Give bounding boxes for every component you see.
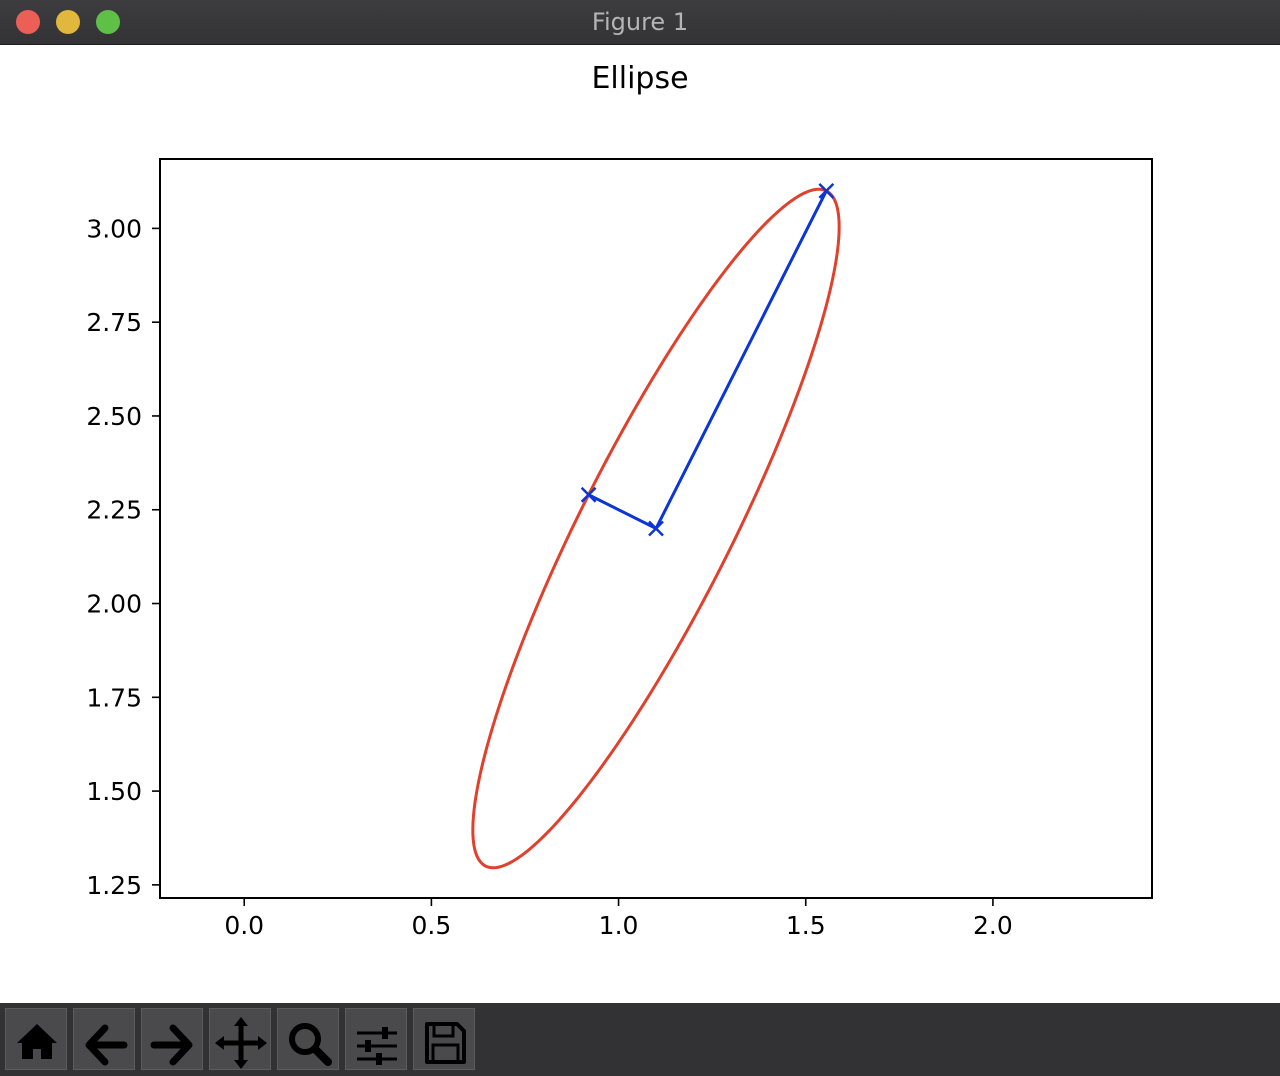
save-button[interactable] xyxy=(413,1008,475,1070)
y-tick-label: 1.50 xyxy=(86,777,142,806)
x-tick-label: 0.5 xyxy=(412,911,452,940)
x-tick-label: 1.5 xyxy=(786,911,826,940)
chart-title: Ellipse xyxy=(591,61,688,96)
data-point-marker xyxy=(648,520,664,537)
sliders-icon xyxy=(357,1027,397,1065)
magnifier-icon xyxy=(289,1023,332,1066)
chart: Ellipse 0.0 0.5 1.0 1.5 2.0 1.25 1.50 1.75 2.00 2… xyxy=(86,61,1153,940)
ellipse-curve xyxy=(471,187,841,870)
window-titlebar: Figure 1 xyxy=(0,0,1280,45)
window-title: Figure 1 xyxy=(591,8,689,36)
zoom-button[interactable] xyxy=(277,1008,339,1070)
y-tick-label: 2.50 xyxy=(86,402,142,431)
y-tick-label: 3.00 xyxy=(86,214,142,243)
back-button[interactable] xyxy=(73,1008,135,1070)
arrow-right-icon xyxy=(150,1024,193,1066)
arrow-left-icon xyxy=(85,1024,128,1066)
home-button[interactable] xyxy=(5,1008,67,1070)
y-tick-label: 1.75 xyxy=(86,683,142,712)
move-icon xyxy=(215,1017,267,1069)
zoom-window-button[interactable] xyxy=(96,10,120,34)
figure-canvas: Ellipse 0.0 0.5 1.0 1.5 2.0 1.25 1.50 1.75 2.00 2… xyxy=(0,45,1280,1003)
navigation-toolbar xyxy=(0,1003,1280,1076)
configure-subplots-button[interactable] xyxy=(345,1008,407,1070)
home-icon xyxy=(17,1024,57,1059)
floppy-disk-icon xyxy=(425,1022,466,1064)
minimize-window-button[interactable] xyxy=(56,10,80,34)
x-tick-label: 2.0 xyxy=(973,911,1013,940)
pan-button[interactable] xyxy=(209,1008,271,1070)
y-tick-label: 1.25 xyxy=(86,871,142,900)
y-tick-label: 2.75 xyxy=(86,308,142,337)
data-point-marker xyxy=(580,486,597,503)
forward-button[interactable] xyxy=(141,1008,203,1070)
axes-frame xyxy=(159,158,1153,899)
x-tick-label: 1.0 xyxy=(599,911,639,940)
x-tick-label: 0.0 xyxy=(224,911,264,940)
y-tick-label: 2.25 xyxy=(86,496,142,525)
y-tick-label: 2.00 xyxy=(86,590,142,619)
series-line xyxy=(587,190,828,531)
close-window-button[interactable] xyxy=(16,10,40,34)
data-point-marker xyxy=(818,183,835,199)
